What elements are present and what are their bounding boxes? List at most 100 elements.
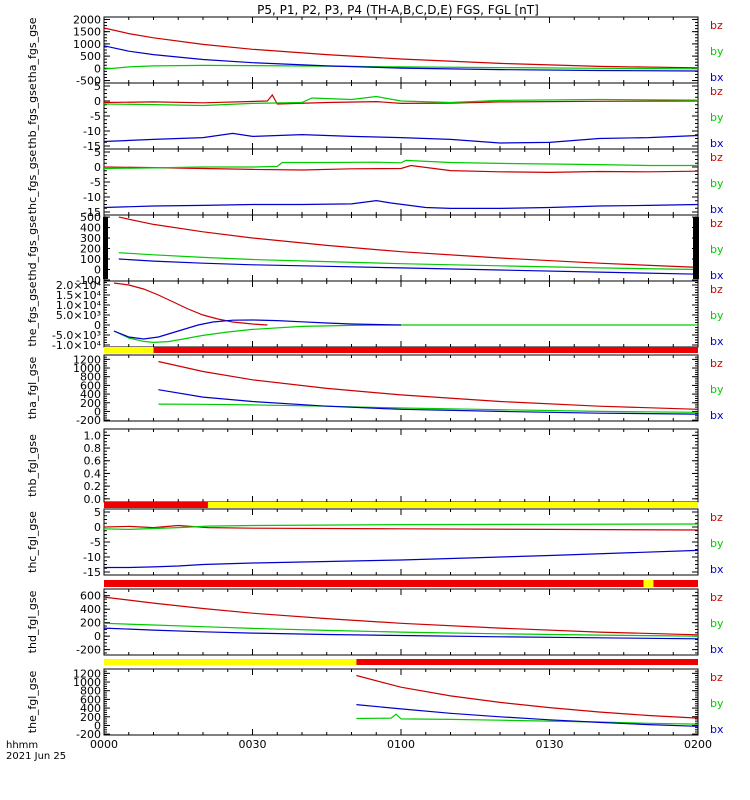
panel-frame bbox=[103, 214, 699, 282]
legend-entry-bz: bz bbox=[710, 357, 723, 370]
legend-entry-by: by bbox=[710, 45, 724, 58]
panel-3: 5 0 -5 -10 -15 thc_fgs_gse bz by bx bbox=[26, 146, 724, 219]
legend-entry-by: by bbox=[710, 697, 724, 710]
panel-8: 5 0 -5 -10 -15 thc_fgl_gse bz by bx bbox=[26, 502, 724, 579]
series-line-bx bbox=[104, 45, 698, 72]
series-line-by bbox=[104, 523, 698, 531]
y-tick-label: 600 bbox=[80, 693, 101, 706]
panel-frame bbox=[103, 428, 699, 503]
y-tick-label: 1200 bbox=[73, 667, 101, 680]
y-tick-label: 1000 bbox=[73, 38, 101, 51]
x-tick-label: 0200 bbox=[684, 738, 712, 751]
panel-frame bbox=[103, 16, 699, 84]
y-tick-label: -1.0×10⁴ bbox=[52, 339, 102, 352]
legend-entry-bx: bx bbox=[710, 269, 724, 282]
panel-frame bbox=[103, 588, 699, 656]
y-tick-label: 600 bbox=[80, 379, 101, 392]
series-line-bx bbox=[158, 389, 698, 415]
y-tick-label: -10 bbox=[83, 551, 101, 564]
panel-frame bbox=[103, 82, 699, 150]
series-line-bx bbox=[356, 704, 698, 727]
legend-entry-by: by bbox=[710, 537, 724, 550]
legend-entry-by: by bbox=[710, 617, 724, 630]
y-tick-label: 1200 bbox=[73, 353, 101, 366]
y-tick-label: 5 bbox=[94, 506, 101, 519]
series-line-bx bbox=[118, 258, 698, 275]
y-tick-label: 0 bbox=[94, 95, 101, 108]
flag-segment-yellow bbox=[104, 347, 154, 353]
panel-2: 5 0 -5 -10 -15 thb_fgs_gse bz by bx bbox=[26, 80, 724, 153]
flag-segment-yellow bbox=[643, 580, 654, 587]
flag-segment-red bbox=[356, 659, 698, 665]
legend-entry-by: by bbox=[710, 177, 724, 190]
legend-entry-bx: bx bbox=[710, 723, 724, 736]
y-tick-label: 1500 bbox=[73, 26, 101, 39]
x-tick-label: 0030 bbox=[239, 738, 267, 751]
y-tick-label: -200 bbox=[76, 728, 101, 741]
legend-entry-bz: bz bbox=[710, 19, 723, 32]
x-tick-label: 0100 bbox=[387, 738, 415, 751]
y-tick-label: 0 bbox=[94, 719, 101, 732]
y-tick-label: 400 bbox=[80, 702, 101, 715]
y-tick-label: -5.0×10³ bbox=[52, 329, 101, 342]
series-line-bz bbox=[104, 524, 698, 531]
y-tick-label: -15 bbox=[83, 206, 101, 219]
y-axis-label: thb_fgl_gse bbox=[26, 434, 39, 497]
y-tick-label: 400 bbox=[80, 388, 101, 401]
series-line-bz bbox=[104, 164, 698, 174]
series-line-by bbox=[104, 159, 698, 170]
panel-frame bbox=[103, 668, 699, 736]
series-line-bx bbox=[104, 132, 698, 144]
series-line-bx bbox=[104, 627, 698, 640]
series-line-bz bbox=[113, 282, 268, 326]
y-axis-label: tha_fgl_gse bbox=[26, 357, 39, 420]
series-line-by bbox=[118, 252, 698, 271]
y-tick-label: 0.8 bbox=[84, 442, 102, 455]
series-line-bx bbox=[113, 319, 402, 340]
y-tick-label: 5 bbox=[94, 80, 101, 93]
y-tick-label: 2000 bbox=[73, 13, 101, 26]
y-tick-label: 1.0×10⁴ bbox=[56, 299, 102, 312]
time-axis-label-hhmm: hhmm bbox=[6, 740, 38, 751]
series-line-bx bbox=[104, 199, 698, 209]
left-edge-bar bbox=[103, 217, 108, 279]
legend-entry-bx: bx bbox=[710, 335, 724, 348]
series-line-bz bbox=[104, 596, 698, 636]
flag-segment-red bbox=[104, 502, 208, 508]
legend-entry-bz: bz bbox=[710, 151, 723, 164]
y-axis-label: the_fgs_gse bbox=[26, 281, 39, 346]
series-line-by bbox=[113, 324, 698, 344]
legend-entry-bx: bx bbox=[710, 643, 724, 656]
legend-entry-bz: bz bbox=[710, 591, 723, 604]
legend-entry-bz: bz bbox=[710, 217, 723, 230]
legend-entry-bx: bx bbox=[710, 137, 724, 150]
legend-entry-by: by bbox=[710, 383, 724, 396]
y-tick-label: 0 bbox=[94, 630, 101, 643]
y-tick-label: 5.0×10³ bbox=[56, 309, 101, 322]
legend-entry-bx: bx bbox=[710, 409, 724, 422]
y-tick-label: -200 bbox=[76, 644, 101, 657]
legend-entry-bz: bz bbox=[710, 511, 723, 524]
y-tick-label: -100 bbox=[76, 274, 101, 287]
y-tick-label: -5 bbox=[90, 536, 101, 549]
legend-entry-by: by bbox=[710, 309, 724, 322]
y-tick-label: -5 bbox=[90, 176, 101, 189]
right-edge-bar bbox=[693, 217, 699, 279]
y-axis-label: thc_fgl_gse bbox=[26, 511, 39, 573]
y-axis-label: thc_fgs_gse bbox=[26, 150, 39, 215]
y-tick-label: 0.6 bbox=[84, 455, 102, 468]
y-tick-label: 100 bbox=[80, 253, 101, 266]
series-line-bx bbox=[104, 549, 698, 569]
y-tick-label: 1000 bbox=[73, 362, 101, 375]
y-tick-label: 1000 bbox=[73, 676, 101, 689]
y-tick-label: 1.0 bbox=[84, 429, 102, 442]
y-tick-label: 200 bbox=[80, 243, 101, 256]
y-axis-label: thb_fgs_gse bbox=[26, 83, 39, 149]
panel-7: 1.00.80.60.40.20.0 thb_fgl_gse bbox=[26, 428, 699, 506]
y-tick-label: 5 bbox=[94, 146, 101, 159]
y-axis-label: tha_fgs_gse bbox=[26, 17, 39, 82]
y-axis-label: thd_fgl_gse bbox=[26, 590, 39, 653]
y-tick-label: -15 bbox=[83, 566, 101, 579]
